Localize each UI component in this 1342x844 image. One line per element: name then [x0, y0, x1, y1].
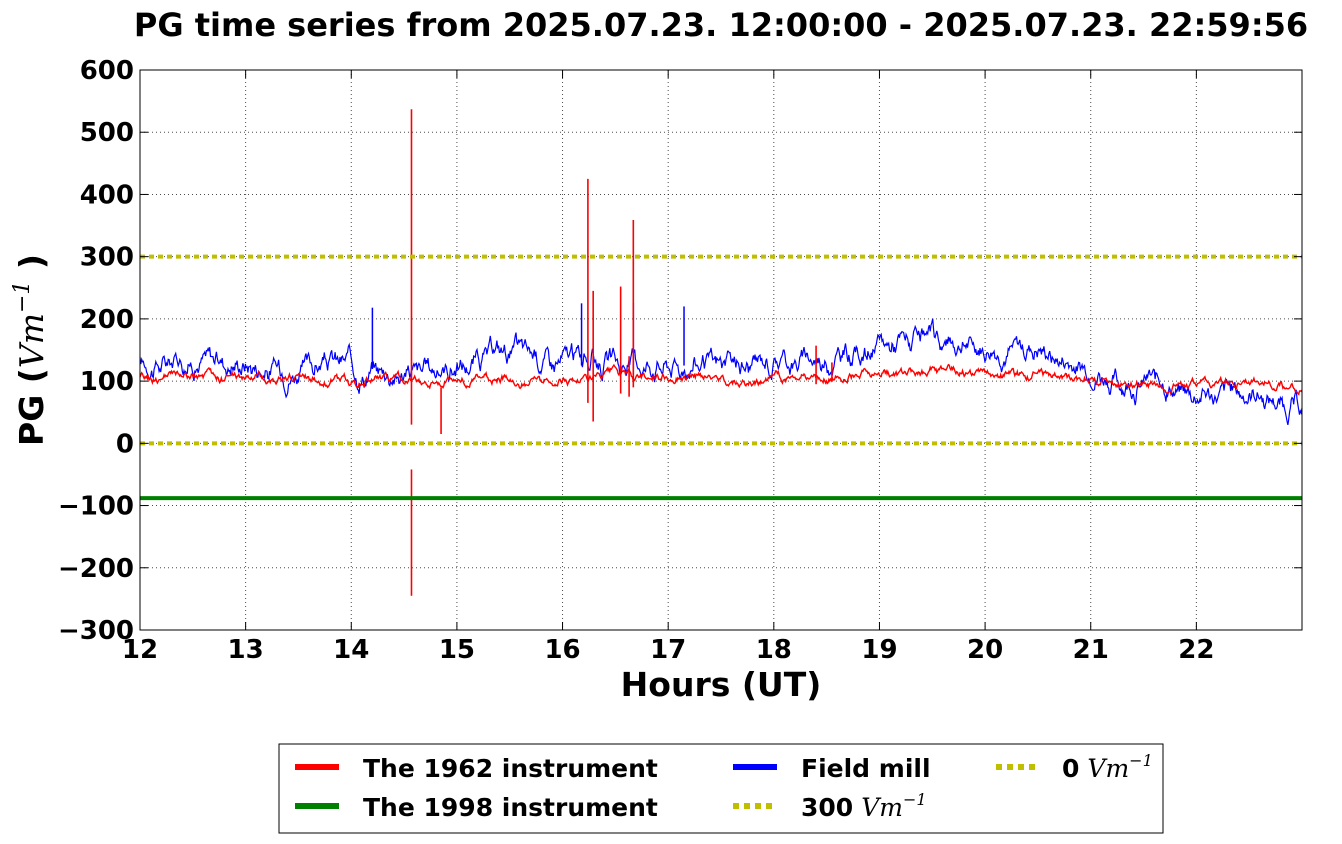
legend-label-field-mill: Field mill	[801, 754, 931, 783]
legend-label-0: 0 Vm−1	[1062, 751, 1153, 783]
axis-ticks	[139, 69, 1302, 631]
x-tick-label: 13	[228, 635, 264, 665]
x-tick-label: 21	[1073, 635, 1109, 665]
legend-label-300-unit: Vm	[861, 793, 903, 822]
x-tick-label: 15	[439, 635, 475, 665]
legend-label-0-unit: Vm	[1087, 754, 1129, 783]
legend-label-0-value: 0	[1062, 754, 1079, 783]
legend-label-300-exponent: −1	[903, 790, 927, 809]
y-tick-label: 400	[80, 180, 134, 210]
legend-label-1962: The 1962 instrument	[363, 754, 658, 783]
y-axis-label-suffix: )	[12, 254, 51, 281]
legend-label-300: 300 Vm−1	[801, 790, 927, 822]
legend-label-300-value: 300	[801, 793, 853, 822]
y-tick-labels: 600 500 400 300 200 100 0 −100 −200 −300	[58, 56, 134, 646]
x-tick-label: 22	[1178, 635, 1214, 665]
y-axis-label: PG (Vm−1 )	[10, 254, 51, 446]
y-tick-label: 200	[80, 305, 134, 335]
instrument-1962-line	[139, 363, 1303, 396]
x-tick-label: 18	[756, 635, 792, 665]
y-tick-label: 300	[80, 243, 134, 273]
x-tick-label: 12	[122, 635, 158, 665]
x-tick-label: 19	[861, 635, 897, 665]
legend-label-0-exponent: −1	[1129, 751, 1153, 770]
grid	[139, 69, 1302, 631]
x-axis-label: Hours (UT)	[621, 665, 822, 704]
y-axis-label-unit: Vm	[12, 313, 51, 368]
y-tick-label: 500	[80, 118, 134, 148]
y-tick-label: −100	[58, 492, 134, 522]
x-tick-label: 17	[650, 635, 686, 665]
x-tick-label: 14	[333, 635, 369, 665]
y-tick-label: −200	[58, 554, 134, 584]
plot-frame	[139, 69, 1303, 631]
legend-frame	[278, 743, 1164, 834]
field-mill-line	[139, 318, 1303, 426]
y-axis-label-exponent: −1	[10, 281, 35, 313]
x-tick-label: 20	[967, 635, 1003, 665]
series-layer	[139, 109, 1303, 596]
y-tick-label: 0	[116, 429, 134, 459]
y-axis-label-prefix: PG (	[12, 368, 51, 446]
legend-label-1998: The 1998 instrument	[363, 793, 658, 822]
x-tick-label: 16	[544, 635, 580, 665]
chart-title: PG time series from 2025.07.23. 12:00:00…	[134, 6, 1308, 44]
x-tick-labels: 12 13 14 15 16 17 18 19 20 21 22	[122, 635, 1215, 665]
legend: The 1962 instrument The 1998 instrument …	[278, 743, 1164, 834]
y-tick-label: −300	[58, 616, 134, 646]
y-tick-label: 600	[80, 56, 134, 86]
y-tick-label: 100	[80, 367, 134, 397]
